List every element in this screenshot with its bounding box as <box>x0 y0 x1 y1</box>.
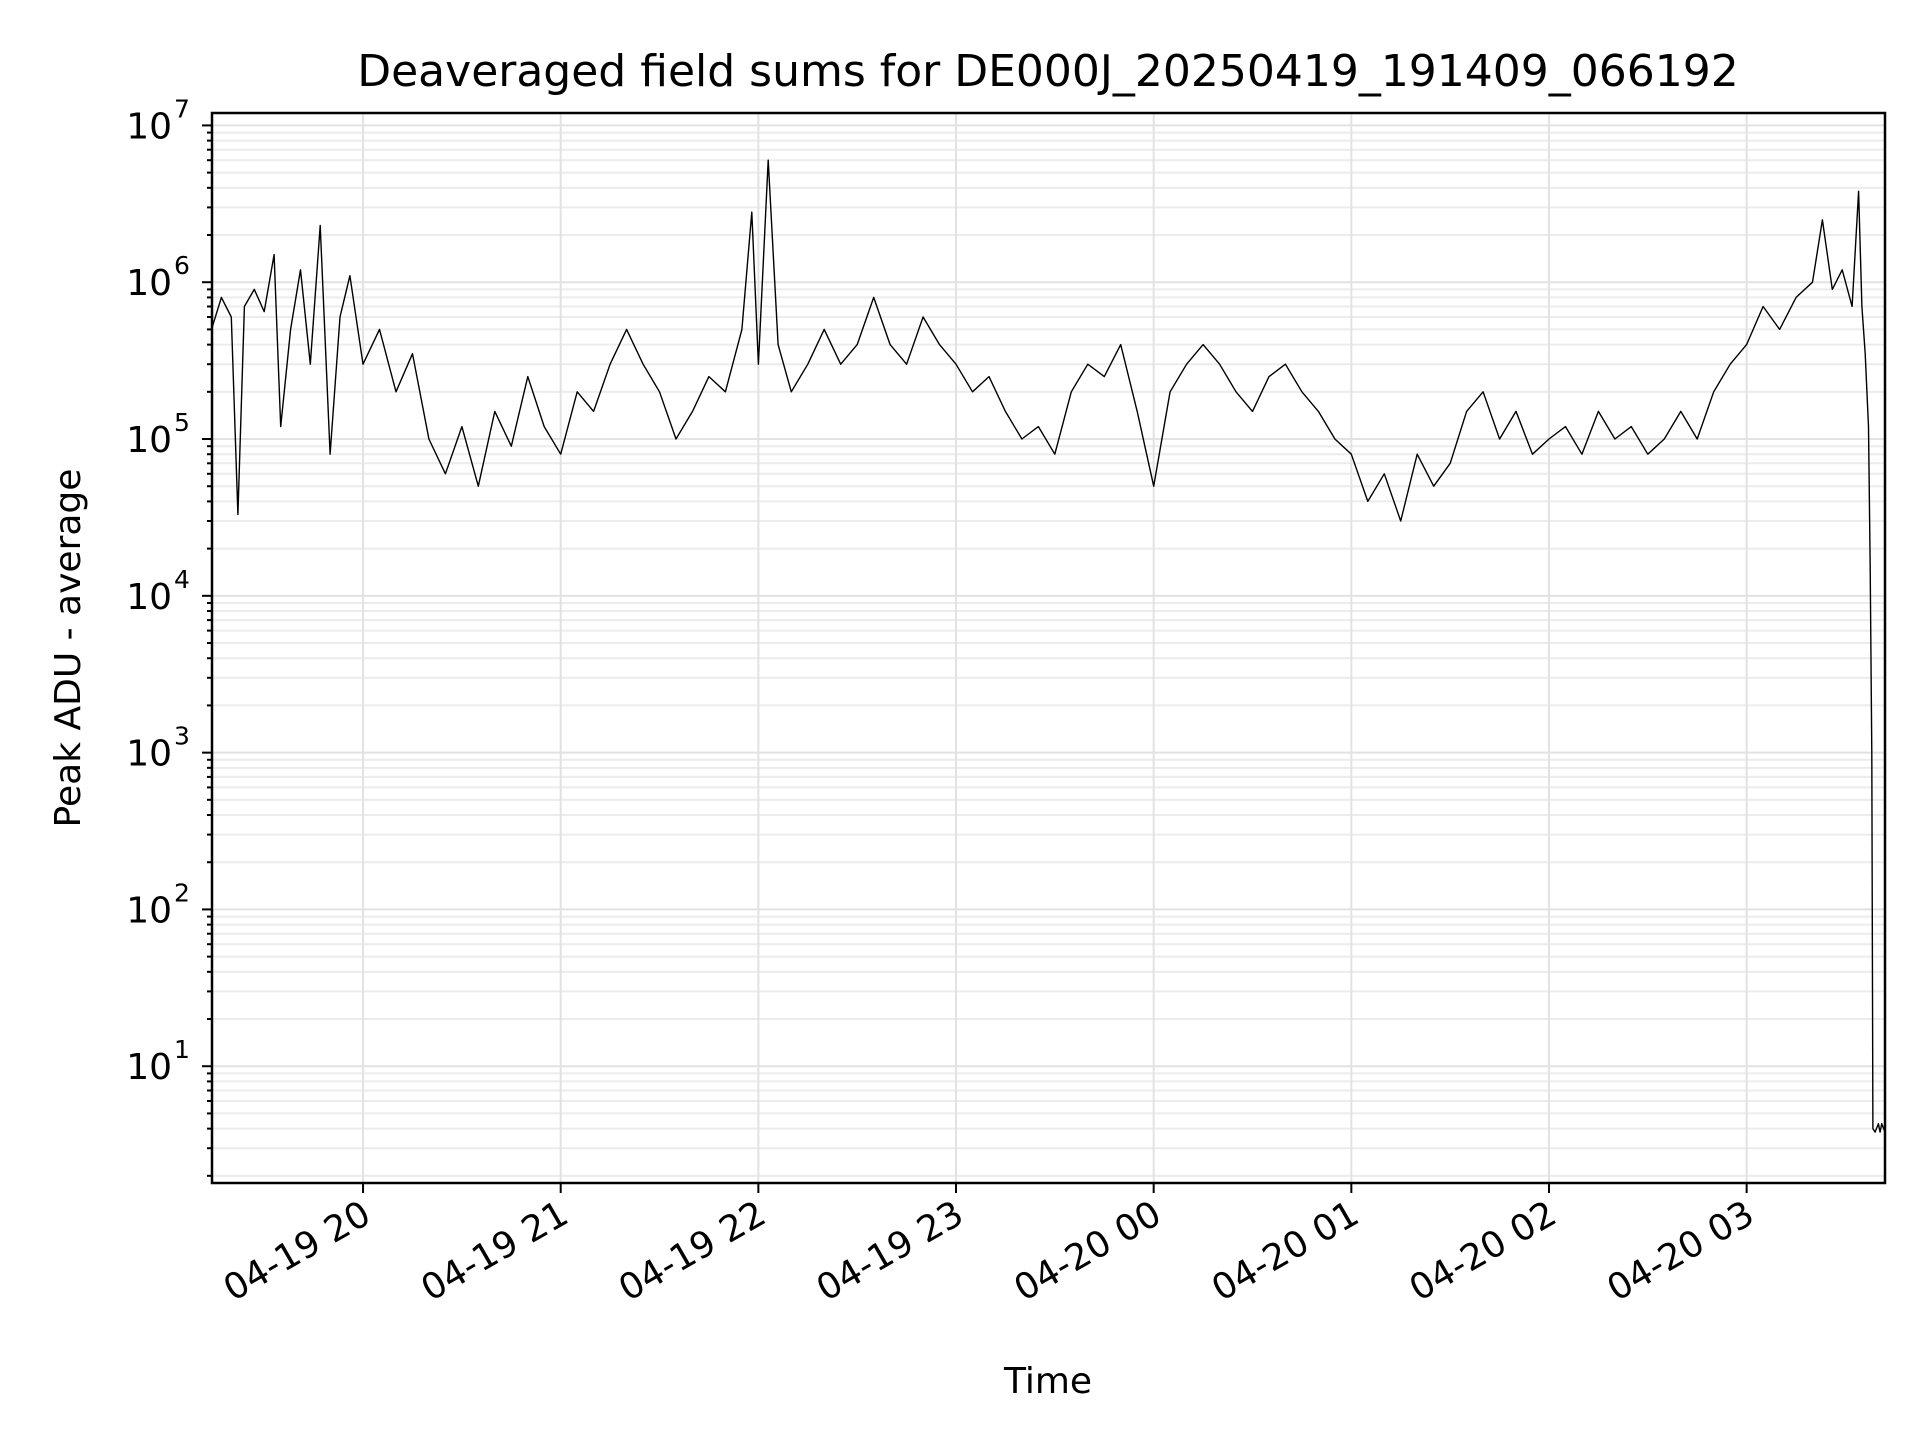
y-tick-exponent: 4 <box>174 565 190 594</box>
y-tick-exponent: 5 <box>174 408 190 437</box>
y-tick-label: 10 <box>126 734 172 775</box>
y-tick-exponent: 2 <box>174 878 190 907</box>
y-tick-label: 10 <box>126 263 172 304</box>
y-tick-exponent: 1 <box>174 1035 190 1064</box>
y-tick-exponent: 6 <box>174 251 190 280</box>
gridlines <box>212 113 1885 1183</box>
y-tick-label: 10 <box>126 420 172 461</box>
y-tick-label: 10 <box>126 1047 172 1088</box>
y-tick-label: 10 <box>126 106 172 147</box>
y-tick-exponent: 3 <box>174 722 190 751</box>
x-axis-label: Time <box>1003 1361 1092 1402</box>
y-tick-label: 10 <box>126 890 172 931</box>
y-tick-exponent: 7 <box>174 94 190 123</box>
y-tick-label: 10 <box>126 577 172 618</box>
y-axis-label: Peak ADU - average <box>48 469 89 828</box>
plot-frame <box>210 111 1887 1185</box>
series-line <box>210 159 1886 1133</box>
series-layer <box>210 159 1886 1133</box>
chart-title: Deaveraged field sums for DE000J_2025041… <box>357 46 1739 97</box>
